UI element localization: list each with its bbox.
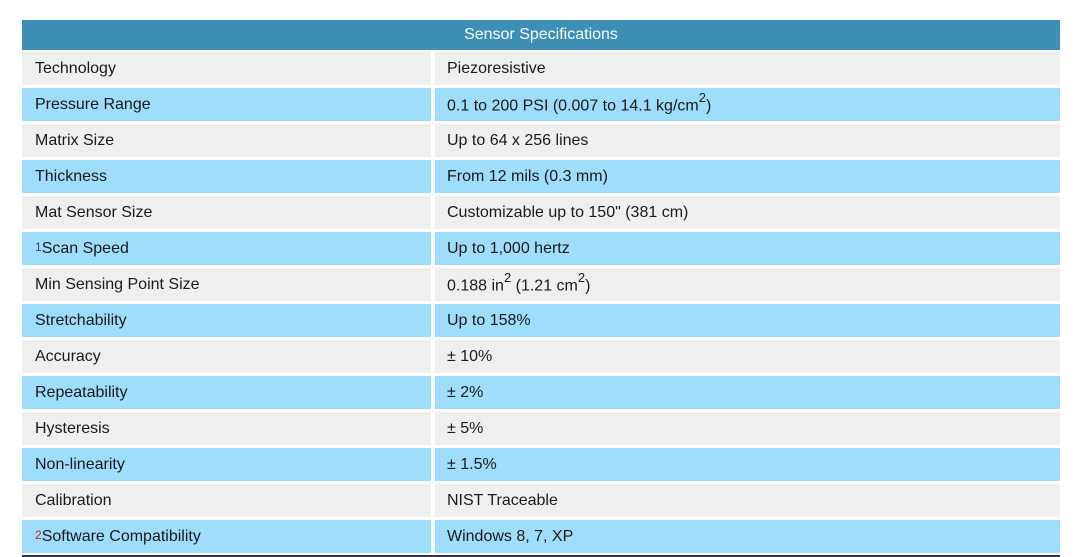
table-row: Technology Piezoresistive	[22, 52, 1060, 85]
spec-value-cell: 0.188 in2 (1.21 cm2)	[435, 268, 1060, 301]
superscript-text: 2	[503, 270, 512, 286]
spec-label: Accuracy	[35, 347, 101, 365]
spec-value: ± 1.5%	[447, 456, 497, 474]
table-title: Sensor Specifications	[464, 26, 618, 43]
superscript-text: 2	[698, 90, 706, 106]
spec-label: Hysteresis	[35, 419, 110, 437]
value-text: NIST Traceable	[447, 491, 558, 509]
spec-value-cell: Piezoresistive	[435, 52, 1060, 85]
spec-value-cell: ± 10%	[435, 340, 1060, 373]
spec-value: Up to 1,000 hertz	[447, 240, 570, 258]
spec-label: Matrix Size	[35, 131, 115, 149]
spec-label-cell: 2 Software Compatibility	[22, 520, 431, 553]
table-row: Pressure Range 0.1 to 200 PSI (0.007 to 1…	[22, 88, 1060, 121]
spec-value: Up to 158%	[447, 312, 531, 330]
spec-value: Windows 8, 7, XP	[447, 528, 573, 546]
superscript-text: 2	[577, 270, 586, 286]
spec-label-cell: Technology	[22, 52, 431, 85]
spec-label: Pressure Range	[35, 95, 151, 113]
spec-label: Stretchability	[35, 311, 127, 329]
value-text: Up to 158%	[447, 311, 531, 329]
spec-label-cell: Repeatability	[22, 376, 431, 409]
table-row: Thickness From 12 mils (0.3 mm)	[22, 160, 1060, 193]
table-header: Sensor Specifications	[22, 20, 1060, 50]
spec-label-cell: Accuracy	[22, 340, 431, 373]
spec-value: Up to 64 x 256 lines	[447, 132, 588, 150]
spec-label: Non-linearity	[35, 455, 125, 473]
table-row: Non-linearity ± 1.5%	[22, 448, 1060, 481]
table-row: Repeatability ± 2%	[22, 376, 1060, 409]
spec-value-cell: Customizable up to 150" (381 cm)	[435, 196, 1060, 229]
spec-label: Mat Sensor Size	[35, 203, 153, 221]
spec-value: 0.188 in2 (1.21 cm2)	[447, 270, 591, 295]
value-text: ± 1.5%	[447, 455, 497, 473]
spec-label-cell: Pressure Range	[22, 88, 431, 121]
spec-value: ± 5%	[447, 420, 483, 438]
value-text: 0.188 in	[447, 277, 504, 295]
spec-label-cell: 1 Scan Speed	[22, 232, 431, 265]
spec-value-cell: Up to 1,000 hertz	[435, 232, 1060, 265]
spec-value: ± 10%	[447, 348, 492, 366]
footnote-marker: 1	[35, 239, 42, 254]
spec-label: Calibration	[35, 491, 112, 509]
value-text: )	[705, 97, 712, 115]
spec-label: Thickness	[35, 167, 108, 185]
value-text: ± 10%	[447, 347, 493, 365]
spec-value: ± 2%	[447, 384, 483, 402]
table-row: Calibration NIST Traceable	[22, 484, 1060, 517]
spec-value-cell: Windows 8, 7, XP	[435, 520, 1060, 553]
spec-value-cell: 0.1 to 200 PSI (0.007 to 14.1 kg/cm2)	[435, 88, 1060, 121]
value-text: Piezoresistive	[447, 59, 546, 77]
spec-value-cell: ± 5%	[435, 412, 1060, 445]
spec-label: Repeatability	[35, 383, 128, 401]
spec-label-cell: Min Sensing Point Size	[22, 268, 431, 301]
value-text: Customizable up to 150" (381 cm)	[447, 203, 689, 221]
spec-label: Technology	[35, 59, 116, 77]
table-row: 1 Scan Speed Up to 1,000 hertz	[22, 232, 1060, 265]
spec-table: Sensor Specifications Technology Piezores…	[22, 20, 1060, 557]
spec-value-cell: Up to 64 x 256 lines	[435, 124, 1060, 157]
spec-value-cell: ± 2%	[435, 376, 1060, 409]
table-row: Min Sensing Point Size 0.188 in2 (1.21 cm…	[22, 268, 1060, 301]
spec-label-cell: Matrix Size	[22, 124, 431, 157]
spec-value-cell: NIST Traceable	[435, 484, 1060, 517]
spec-value: From 12 mils (0.3 mm)	[447, 168, 608, 186]
spec-value: NIST Traceable	[447, 492, 558, 510]
value-text: Windows 8, 7, XP	[447, 527, 574, 545]
value-text: ± 2%	[447, 383, 484, 401]
table-row: Stretchability Up to 158%	[22, 304, 1060, 337]
spec-value: Customizable up to 150" (381 cm)	[447, 204, 688, 222]
spec-label-cell: Calibration	[22, 484, 431, 517]
spec-label-cell: Thickness	[22, 160, 431, 193]
value-text: From 12 mils (0.3 mm)	[447, 167, 608, 185]
table-row: Mat Sensor Size Customizable up to 150" (…	[22, 196, 1060, 229]
value-text: )	[585, 277, 591, 295]
spec-value-cell: From 12 mils (0.3 mm)	[435, 160, 1060, 193]
table-row: 2 Software Compatibility Windows 8, 7, XP	[22, 520, 1060, 553]
value-text: Up to 64 x 256 lines	[447, 131, 589, 149]
spec-label: Software Compatibility	[41, 527, 201, 545]
spec-label: Scan Speed	[41, 239, 129, 257]
spec-label-cell: Stretchability	[22, 304, 431, 337]
table-row: Hysteresis ± 5%	[22, 412, 1060, 445]
value-text: ± 5%	[447, 419, 484, 437]
footnote-marker: 2	[35, 527, 42, 542]
spec-value-cell: Up to 158%	[435, 304, 1060, 337]
spec-label-cell: Hysteresis	[22, 412, 431, 445]
spec-label: Min Sensing Point Size	[35, 275, 200, 293]
spec-value: 0.1 to 200 PSI (0.007 to 14.1 kg/cm2)	[447, 90, 712, 115]
spec-label-cell: Mat Sensor Size	[22, 196, 431, 229]
table-row: Matrix Size Up to 64 x 256 lines	[22, 124, 1060, 157]
value-text: 0.1 to 200 PSI (0.007 to 14.1 kg/cm	[447, 97, 699, 115]
spec-label-cell: Non-linearity	[22, 448, 431, 481]
table-row: Accuracy ± 10%	[22, 340, 1060, 373]
spec-value: Piezoresistive	[447, 60, 546, 78]
value-text: (1.21 cm	[511, 277, 578, 295]
spec-value-cell: ± 1.5%	[435, 448, 1060, 481]
value-text: Up to 1,000 hertz	[447, 239, 570, 257]
table-body: Technology Piezoresistive Pressure Range 0.…	[22, 52, 1060, 553]
